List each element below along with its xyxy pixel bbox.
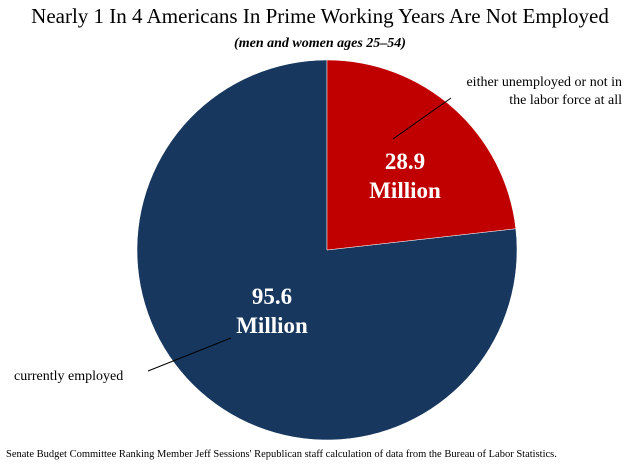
value-label: 28.9 Million (369, 149, 441, 203)
leader-line (392, 97, 452, 140)
value-label: 95.6 Million (236, 284, 308, 338)
slice-label: either unemployed or not in the labor fo… (466, 75, 622, 108)
pie-slice (326, 59, 517, 251)
leader-line (147, 337, 232, 372)
source-note: Senate Budget Committee Ranking Member J… (6, 449, 557, 460)
chart-title: Nearly 1 In 4 Americans In Prime Working… (31, 4, 609, 28)
slice-label: currently employed (14, 369, 124, 384)
chart-subtitle: (men and women ages 25–54) (234, 36, 406, 51)
